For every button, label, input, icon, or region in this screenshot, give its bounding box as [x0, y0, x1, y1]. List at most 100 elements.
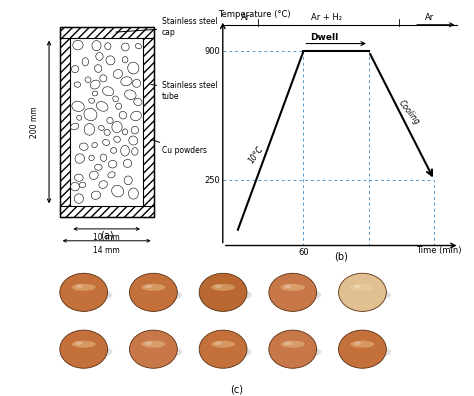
- Ellipse shape: [84, 124, 95, 135]
- Ellipse shape: [354, 284, 361, 288]
- Ellipse shape: [284, 341, 292, 345]
- Ellipse shape: [72, 341, 96, 348]
- Bar: [60, 206, 154, 217]
- Ellipse shape: [108, 172, 115, 178]
- Text: Time (min): Time (min): [416, 246, 462, 255]
- Ellipse shape: [99, 181, 108, 188]
- Ellipse shape: [109, 160, 117, 168]
- Ellipse shape: [106, 56, 115, 65]
- Ellipse shape: [104, 129, 110, 135]
- Ellipse shape: [94, 65, 102, 72]
- Bar: [143, 27, 154, 217]
- Ellipse shape: [95, 164, 102, 170]
- Text: (c): (c): [230, 385, 244, 394]
- Ellipse shape: [84, 108, 97, 121]
- Text: 250: 250: [204, 176, 220, 185]
- Ellipse shape: [113, 96, 118, 102]
- Ellipse shape: [211, 341, 235, 348]
- Ellipse shape: [350, 284, 374, 291]
- Ellipse shape: [112, 122, 122, 133]
- Ellipse shape: [215, 284, 222, 288]
- Ellipse shape: [96, 102, 108, 111]
- Ellipse shape: [129, 136, 137, 145]
- Ellipse shape: [92, 40, 101, 51]
- Ellipse shape: [60, 273, 108, 311]
- Ellipse shape: [90, 171, 98, 179]
- Ellipse shape: [85, 77, 91, 82]
- Ellipse shape: [122, 57, 128, 63]
- Text: 14 mm: 14 mm: [93, 246, 120, 255]
- Ellipse shape: [72, 101, 84, 111]
- Ellipse shape: [141, 341, 165, 348]
- Ellipse shape: [110, 148, 117, 153]
- Ellipse shape: [116, 103, 121, 109]
- Text: Cu powders: Cu powders: [151, 139, 207, 155]
- Ellipse shape: [211, 284, 235, 291]
- Ellipse shape: [72, 284, 96, 291]
- Ellipse shape: [125, 90, 136, 99]
- Ellipse shape: [281, 284, 305, 291]
- Ellipse shape: [338, 288, 391, 302]
- Text: Stainless steel
tube: Stainless steel tube: [151, 82, 218, 101]
- Ellipse shape: [92, 91, 98, 96]
- Ellipse shape: [103, 139, 109, 145]
- Bar: [60, 27, 71, 217]
- Text: Ar: Ar: [241, 13, 251, 22]
- Ellipse shape: [72, 65, 79, 73]
- Ellipse shape: [113, 70, 122, 78]
- Ellipse shape: [199, 288, 252, 302]
- Text: Temperature (°C): Temperature (°C): [218, 10, 291, 19]
- Ellipse shape: [75, 154, 84, 163]
- Ellipse shape: [112, 185, 124, 197]
- Text: Ar + H₂: Ar + H₂: [311, 13, 342, 22]
- Text: 10°C: 10°C: [247, 144, 265, 165]
- Ellipse shape: [145, 284, 152, 288]
- Ellipse shape: [75, 284, 82, 288]
- Ellipse shape: [338, 330, 386, 368]
- Ellipse shape: [199, 345, 252, 359]
- Ellipse shape: [129, 273, 177, 311]
- Ellipse shape: [75, 341, 82, 345]
- Ellipse shape: [91, 191, 100, 199]
- Ellipse shape: [129, 330, 177, 368]
- Ellipse shape: [269, 288, 321, 302]
- Ellipse shape: [128, 62, 139, 74]
- Ellipse shape: [105, 43, 111, 50]
- Text: 900: 900: [204, 47, 220, 56]
- Text: (a): (a): [100, 231, 113, 241]
- Ellipse shape: [123, 160, 132, 168]
- Ellipse shape: [74, 174, 83, 181]
- Ellipse shape: [80, 143, 88, 150]
- Text: Dwell: Dwell: [310, 32, 338, 42]
- Ellipse shape: [354, 341, 361, 345]
- Ellipse shape: [284, 284, 292, 288]
- Text: (b): (b): [334, 251, 347, 261]
- Ellipse shape: [131, 111, 141, 121]
- Text: 200 mm: 200 mm: [30, 106, 38, 138]
- Ellipse shape: [199, 330, 247, 368]
- Ellipse shape: [122, 129, 128, 135]
- Ellipse shape: [129, 345, 182, 359]
- Ellipse shape: [100, 75, 107, 82]
- Text: Stainless steel
cap: Stainless steel cap: [116, 17, 218, 37]
- Ellipse shape: [71, 123, 79, 130]
- Text: 10 mm: 10 mm: [93, 233, 120, 242]
- Text: Ar: Ar: [425, 13, 434, 22]
- Ellipse shape: [74, 194, 83, 203]
- Ellipse shape: [134, 98, 142, 105]
- Ellipse shape: [71, 183, 79, 191]
- Ellipse shape: [114, 136, 120, 142]
- Ellipse shape: [132, 148, 138, 155]
- Ellipse shape: [145, 341, 152, 345]
- Text: Cooling: Cooling: [397, 99, 421, 127]
- Ellipse shape: [128, 188, 138, 199]
- Ellipse shape: [129, 288, 182, 302]
- Ellipse shape: [74, 82, 81, 87]
- Ellipse shape: [60, 345, 112, 359]
- Bar: [70, 38, 143, 206]
- Ellipse shape: [107, 118, 113, 124]
- Ellipse shape: [141, 284, 165, 291]
- Ellipse shape: [119, 111, 127, 119]
- Ellipse shape: [131, 126, 138, 134]
- Ellipse shape: [79, 182, 86, 188]
